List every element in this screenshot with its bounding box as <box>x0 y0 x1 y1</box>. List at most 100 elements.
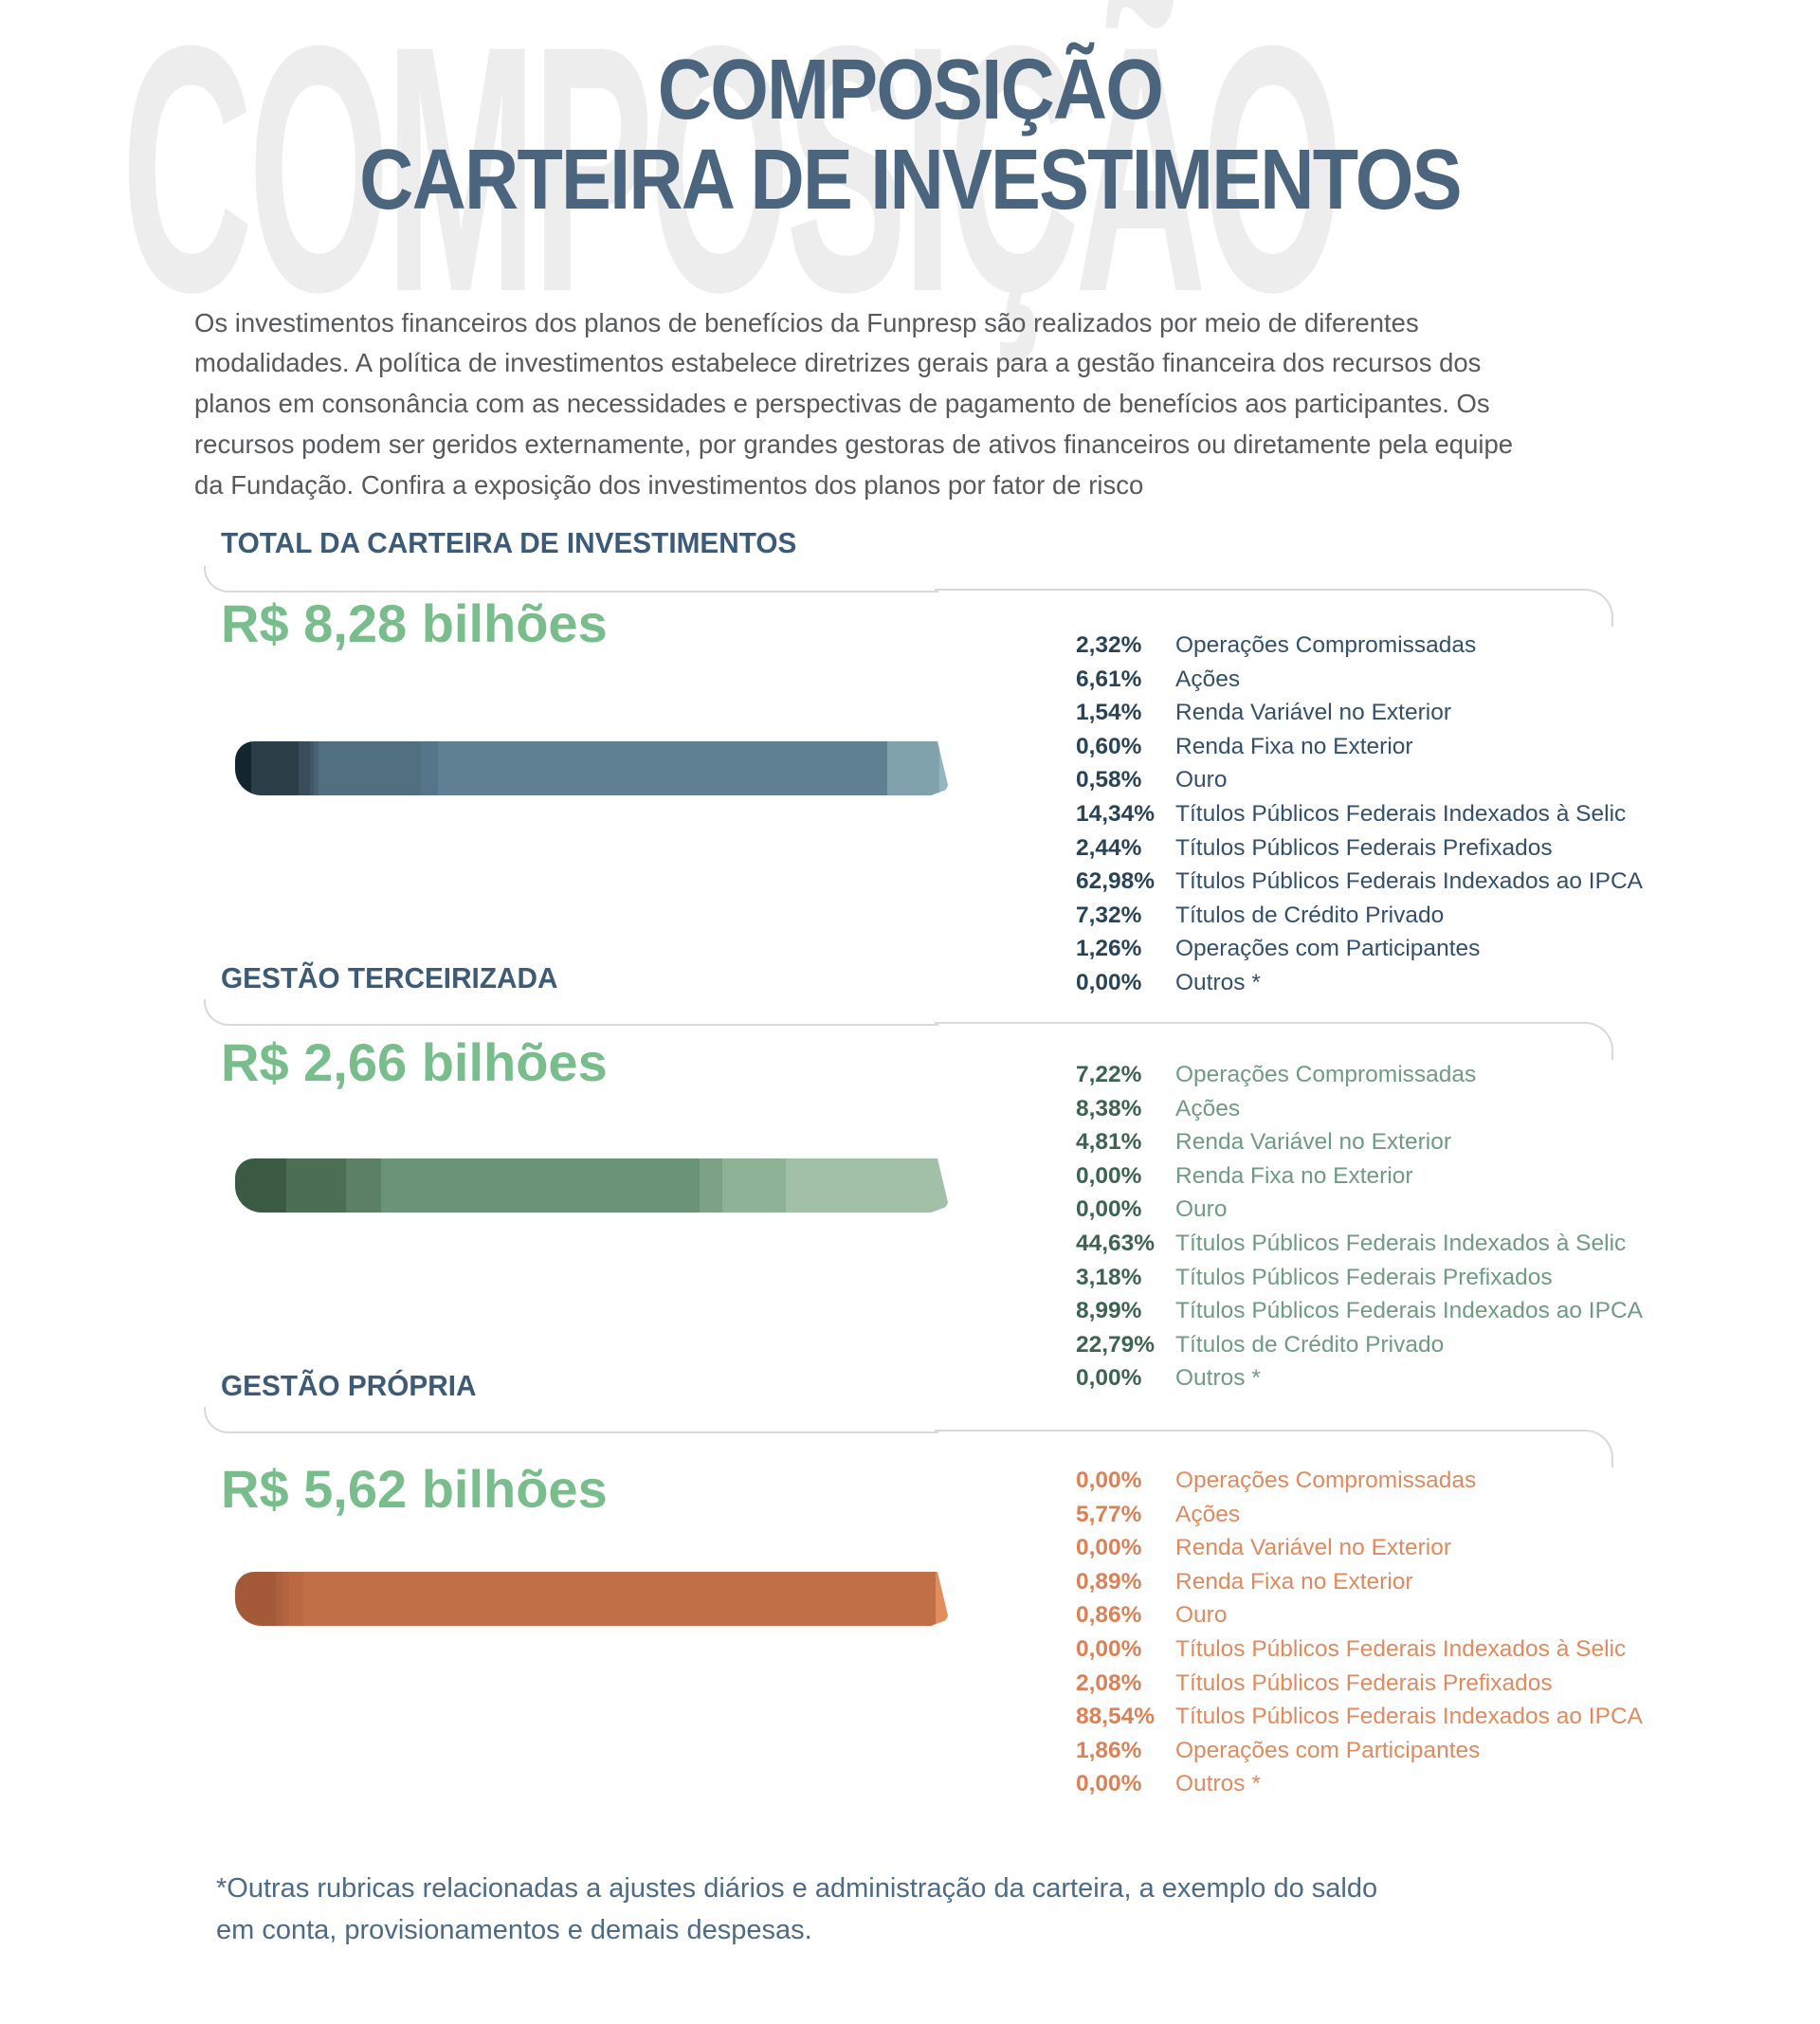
allocation-percent: 0,86% <box>1076 1602 1142 1629</box>
allocation-percent: 0,60% <box>1076 733 1142 759</box>
allocation-label: Títulos Públicos Federais Indexados ao I… <box>1175 1298 1643 1324</box>
allocation-label: Operações Compromissadas <box>1175 632 1477 658</box>
divider-left-curve <box>204 1407 939 1433</box>
allocation-percent: 14,34% <box>1076 800 1156 827</box>
section-heading: GESTÃO PRÓPRIA <box>221 1369 477 1402</box>
allocation-percent: 5,77% <box>1076 1501 1142 1527</box>
page-title-line2: CARTEIRA DE INVESTIMENTOS <box>359 133 1462 228</box>
allocation-row: 44,63% Títulos Públicos Federais Indexado… <box>1076 1231 1643 1265</box>
allocation-row: 4,81% Renda Variável no Exterior <box>1076 1129 1643 1163</box>
allocation-row: 0,00% Outros * <box>1076 1771 1643 1805</box>
allocation-row: 1,86% Operações com Participantes <box>1076 1738 1643 1772</box>
allocation-label: Outros * <box>1175 1365 1261 1392</box>
allocation-row: 88,54% Títulos Públicos Federais Indexado… <box>1076 1704 1643 1738</box>
bar-segment <box>310 741 315 795</box>
allocation-label: Ações <box>1175 1095 1241 1121</box>
allocation-percent: 7,32% <box>1076 902 1142 928</box>
allocation-label: Ouro <box>1175 767 1228 793</box>
allocation-row: 8,38% Ações <box>1076 1096 1643 1130</box>
allocation-label: Renda Fixa no Exterior <box>1175 1162 1413 1189</box>
allocation-percent: 0,00% <box>1076 969 1142 995</box>
allocation-label: Renda Variável no Exterior <box>1175 700 1451 726</box>
bar-segment <box>722 1158 787 1213</box>
allocation-row: 0,00% Ouro <box>1076 1196 1643 1231</box>
section-divider <box>204 566 1613 627</box>
allocation-row: 0,60% Renda Fixa no Exterior <box>1076 734 1643 768</box>
portfolio-section: GESTÃO PRÓPRIA R$ 5,62 bilhões 0,00% Oper… <box>0 1369 1820 1824</box>
allocation-label: Títulos Públicos Federais Prefixados <box>1175 1264 1553 1290</box>
footnote-text: *Outras rubricas relacionadas a ajustes … <box>216 1873 1378 1945</box>
allocation-percent: 44,63% <box>1076 1230 1156 1256</box>
allocation-label: Ouro <box>1175 1196 1228 1223</box>
allocation-list: 2,32% Operações Compromissadas 6,61% Ações 1… <box>1076 632 1643 1004</box>
allocation-row: 14,34% Títulos Públicos Federais Indexado… <box>1076 801 1643 835</box>
allocation-percent: 2,08% <box>1076 1669 1142 1696</box>
allocation-row: 0,00% Renda Variável no Exterior <box>1076 1535 1643 1569</box>
allocation-percent: 1,86% <box>1076 1737 1142 1763</box>
bar-segment <box>282 1572 288 1626</box>
intro-paragraph: Os investimentos financeiros dos planos … <box>194 307 1514 501</box>
section-divider <box>204 1407 1613 1468</box>
allocation-label: Renda Fixa no Exterior <box>1175 733 1413 759</box>
portfolio-section: GESTÃO TERCEIRIZADA R$ 2,66 bilhões 7,22… <box>0 961 1820 1407</box>
allocation-percent: 4,81% <box>1076 1129 1142 1156</box>
allocation-label: Operações Compromissadas <box>1175 1062 1477 1087</box>
allocation-row: 0,00% Operações Compromissadas <box>1076 1468 1643 1502</box>
bar-segment <box>303 1572 936 1626</box>
page-title-line1: COMPOSIÇÃO <box>657 43 1164 137</box>
allocation-list: 7,22% Operações Compromissadas 8,38% Ações 4… <box>1076 1062 1643 1399</box>
allocation-row: 1,54% Renda Variável no Exterior <box>1076 700 1643 734</box>
divider-left-curve <box>204 999 939 1026</box>
bar-segment <box>786 1158 949 1213</box>
allocation-label: Renda Variável no Exterior <box>1175 1535 1451 1561</box>
allocation-label: Operações com Participantes <box>1175 1737 1481 1763</box>
allocation-row: 0,86% Ouro <box>1076 1602 1643 1636</box>
allocation-label: Ouro <box>1175 1602 1228 1629</box>
allocation-percent: 8,38% <box>1076 1095 1142 1121</box>
allocation-row: 0,00% Renda Fixa no Exterior <box>1076 1163 1643 1197</box>
allocation-percent: 2,44% <box>1076 834 1142 861</box>
allocation-row: 2,44% Títulos Públicos Federais Prefixado… <box>1076 835 1643 869</box>
bar-segment <box>939 741 948 795</box>
allocation-percent: 0,00% <box>1076 1771 1142 1797</box>
allocation-stacked-bar <box>235 1158 949 1213</box>
allocation-label: Títulos Públicos Federais Prefixados <box>1175 1669 1553 1696</box>
allocation-stacked-bar <box>235 1572 949 1626</box>
allocation-percent: 0,00% <box>1076 1635 1142 1662</box>
portfolio-section: TOTAL DA CARTEIRA DE INVESTIMENTOS R$ 8,… <box>0 526 1820 1005</box>
allocation-label: Operações com Participantes <box>1175 936 1481 962</box>
allocation-percent: 0,00% <box>1076 1365 1142 1392</box>
bar-segment <box>381 1158 700 1213</box>
allocation-label: Outros * <box>1175 969 1261 995</box>
allocation-label: Renda Fixa no Exterior <box>1175 1568 1413 1595</box>
bar-segment <box>346 1158 380 1213</box>
allocation-label: Títulos Públicos Federais Indexados ao I… <box>1175 1704 1643 1730</box>
bar-segment <box>299 741 310 795</box>
section-total-value: R$ 5,62 bilhões <box>221 1459 608 1519</box>
allocation-label: Ações <box>1175 1501 1241 1527</box>
bar-segment <box>235 741 251 795</box>
section-divider <box>204 999 1613 1060</box>
bar-segment <box>887 741 939 795</box>
allocation-label: Títulos Públicos Federais Indexados à Se… <box>1175 800 1627 827</box>
allocation-row: 0,58% Ouro <box>1076 767 1643 801</box>
allocation-percent: 6,61% <box>1076 666 1142 692</box>
allocation-label: Títulos Públicos Federais Indexados à Se… <box>1175 1230 1627 1256</box>
allocation-percent: 62,98% <box>1076 868 1156 895</box>
allocation-percent: 8,99% <box>1076 1298 1142 1324</box>
allocation-row: 62,98% Títulos Públicos Federais Indexado… <box>1076 868 1643 903</box>
divider-left-curve <box>204 566 939 593</box>
allocation-percent: 3,18% <box>1076 1264 1142 1290</box>
bar-segment <box>700 1158 722 1213</box>
bar-segment <box>235 1572 276 1626</box>
allocation-row: 2,32% Operações Compromissadas <box>1076 632 1643 666</box>
allocation-row: 22,79% Títulos de Crédito Privado <box>1076 1332 1643 1366</box>
allocation-percent: 2,32% <box>1076 632 1142 658</box>
allocation-row: 2,08% Títulos Públicos Federais Prefixado… <box>1076 1670 1643 1705</box>
section-heading: TOTAL DA CARTEIRA DE INVESTIMENTOS <box>221 526 797 559</box>
allocation-label: Operações Compromissadas <box>1175 1468 1477 1493</box>
allocation-label: Títulos Públicos Federais Indexados ao I… <box>1175 868 1643 895</box>
allocation-percent: 0,89% <box>1076 1568 1142 1595</box>
bar-segment <box>251 741 299 795</box>
